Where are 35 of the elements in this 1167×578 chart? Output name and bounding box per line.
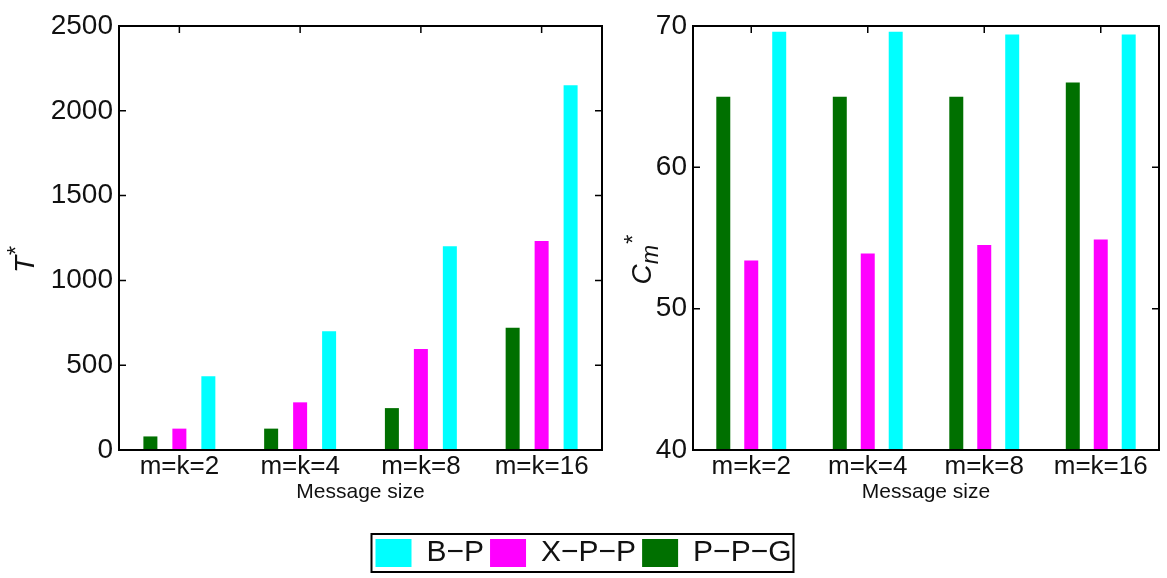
- bar: [534, 240, 549, 450]
- bar: [143, 436, 158, 450]
- bar: [413, 349, 428, 450]
- y-tick-label: 70: [655, 8, 687, 40]
- y-tick-label: 40: [655, 432, 687, 464]
- x-tick-label: m=k=16: [1053, 449, 1148, 480]
- x-tick-label: m=k=2: [711, 449, 791, 480]
- bar: [384, 408, 399, 450]
- bar: [505, 327, 520, 450]
- y-tick-label: 500: [66, 347, 113, 379]
- y-tick-label: 1500: [50, 178, 113, 210]
- x-axis-title: Message size: [296, 479, 425, 503]
- legend-label: P−P−G: [693, 534, 792, 568]
- legend-label: X−P−P: [541, 534, 637, 568]
- bar: [172, 428, 187, 450]
- x-tick-label: m=k=8: [944, 449, 1024, 480]
- x-tick-label: m=k=16: [494, 449, 589, 480]
- y-tick-label: 0: [97, 432, 113, 464]
- x-tick-label: m=k=8: [381, 449, 461, 480]
- bar: [264, 428, 279, 450]
- x-tick-label: m=k=2: [139, 449, 220, 480]
- bar: [563, 85, 578, 450]
- y-tick-label: 50: [655, 291, 687, 323]
- bar: [442, 246, 457, 450]
- bar: [201, 376, 216, 450]
- bar: [322, 331, 337, 450]
- y-tick-label: 60: [655, 150, 687, 182]
- legend-label: B−P: [426, 534, 485, 568]
- y-tick-label: 2500: [50, 8, 113, 40]
- y-tick-label: 1000: [50, 263, 113, 295]
- bar: [293, 402, 308, 450]
- x-axis-title: Message size: [861, 479, 991, 503]
- y-tick-label: 2000: [50, 93, 113, 125]
- x-tick-label: m=k=4: [828, 449, 908, 480]
- x-tick-label: m=k=4: [260, 449, 340, 480]
